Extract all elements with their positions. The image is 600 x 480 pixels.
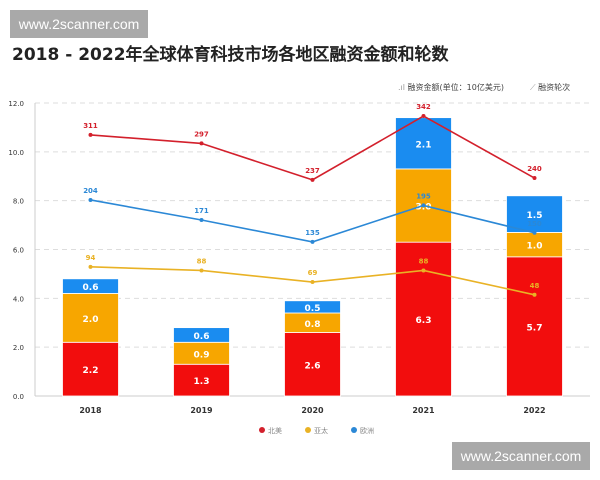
lines-legend-label: 融资轮次 — [538, 83, 571, 92]
y-tick-label: 12.0 — [8, 100, 24, 108]
rounds-point — [421, 114, 426, 119]
rounds-point — [421, 203, 426, 208]
rounds-data-label: 204 — [83, 187, 98, 195]
x-tick-label: 2019 — [190, 406, 213, 415]
bar-data-label: 5.7 — [527, 323, 543, 333]
rounds-point — [199, 141, 204, 146]
bar-data-label: 3.0 — [416, 203, 432, 213]
bar-data-label: 2.1 — [416, 140, 432, 150]
bar-data-label: 6.3 — [416, 316, 432, 326]
rounds-data-label: 240 — [527, 165, 542, 173]
bars-legend: .ıl 融资金额(单位：10亿美元) — [398, 82, 504, 93]
bar-data-label: 2.2 — [83, 366, 99, 376]
rounds-data-label: 237 — [305, 167, 320, 175]
y-tick-label: 8.0 — [13, 198, 24, 206]
bar-data-label: 0.9 — [194, 350, 210, 360]
bar-data-label: 0.6 — [194, 332, 210, 342]
legend-label: 北美 — [268, 426, 282, 435]
bar — [173, 327, 230, 343]
bar-data-label: 2.0 — [83, 315, 99, 325]
rounds-point — [199, 268, 204, 273]
legend-marker — [305, 427, 311, 433]
chart-title: 2018 - 2022年全球体育科技市场各地区融资金额和轮数 — [12, 45, 449, 65]
bar — [284, 332, 341, 397]
bars-legend-label: 融资金额(单位：10亿美元) — [407, 83, 504, 92]
bar — [506, 256, 563, 397]
x-tick-label: 2021 — [412, 406, 435, 415]
legend-label: 欧洲 — [360, 426, 374, 435]
x-tick-label: 2018 — [79, 406, 102, 415]
bar — [62, 278, 119, 294]
x-tick-label: 2022 — [523, 406, 545, 415]
rounds-point — [421, 268, 426, 273]
bar — [173, 363, 230, 397]
rounds-data-label: 150 — [527, 220, 542, 228]
bar-chart-icon: .ıl — [398, 83, 408, 92]
rounds-data-label: 342 — [416, 103, 431, 111]
bar-data-label: 1.0 — [527, 242, 543, 252]
rounds-data-label: 311 — [83, 122, 98, 130]
y-tick-label: 0.0 — [13, 393, 24, 401]
rounds-point — [88, 264, 93, 269]
rounds-data-label: 297 — [194, 130, 209, 138]
bar-data-label: 0.5 — [305, 304, 321, 314]
rounds-point — [310, 177, 315, 182]
legend-label: 亚太 — [314, 426, 328, 435]
bar — [284, 300, 341, 314]
line-chart-icon: ⟋ — [529, 83, 539, 92]
rounds-point — [310, 280, 315, 285]
rounds-data-label: 48 — [530, 282, 540, 290]
watermark-bottom: www.2scanner.com — [452, 442, 590, 470]
rounds-point — [199, 218, 204, 223]
rounds-point — [310, 239, 315, 244]
rounds-point — [88, 132, 93, 137]
bar-data-label: 1.3 — [194, 377, 210, 387]
rounds-data-label: 171 — [194, 207, 209, 215]
y-tick-label: 2.0 — [13, 344, 24, 352]
bar-data-label: 0.8 — [305, 320, 321, 330]
y-tick-label: 6.0 — [13, 247, 24, 255]
x-tick-label: 2020 — [301, 406, 324, 415]
bar-data-label: 0.6 — [83, 283, 99, 293]
rounds-data-label: 69 — [308, 269, 318, 277]
rounds-data-label: 94 — [86, 254, 96, 262]
lines-legend: ⟋ 融资轮次 — [530, 82, 570, 93]
y-tick-label: 4.0 — [13, 295, 24, 303]
rounds-point — [532, 176, 537, 181]
rounds-point — [532, 292, 537, 297]
bar — [506, 195, 563, 233]
legend-marker — [259, 427, 265, 433]
bar — [506, 232, 563, 258]
legend-marker — [351, 427, 357, 433]
bar-data-label: 1.5 — [527, 211, 543, 221]
rounds-point — [532, 230, 537, 235]
rounds-data-label: 88 — [419, 257, 429, 265]
rounds-data-label: 195 — [416, 192, 431, 200]
rounds-point — [88, 197, 93, 202]
watermark-top: www.2scanner.com — [10, 10, 148, 38]
rounds-data-label: 88 — [197, 257, 207, 265]
bar-data-label: 2.6 — [305, 361, 321, 371]
rounds-data-label: 135 — [305, 229, 320, 237]
y-tick-label: 10.0 — [8, 149, 24, 157]
bar — [395, 241, 452, 397]
header-legend: .ıl 融资金额(单位：10亿美元) ⟋ 融资轮次 — [398, 82, 570, 93]
